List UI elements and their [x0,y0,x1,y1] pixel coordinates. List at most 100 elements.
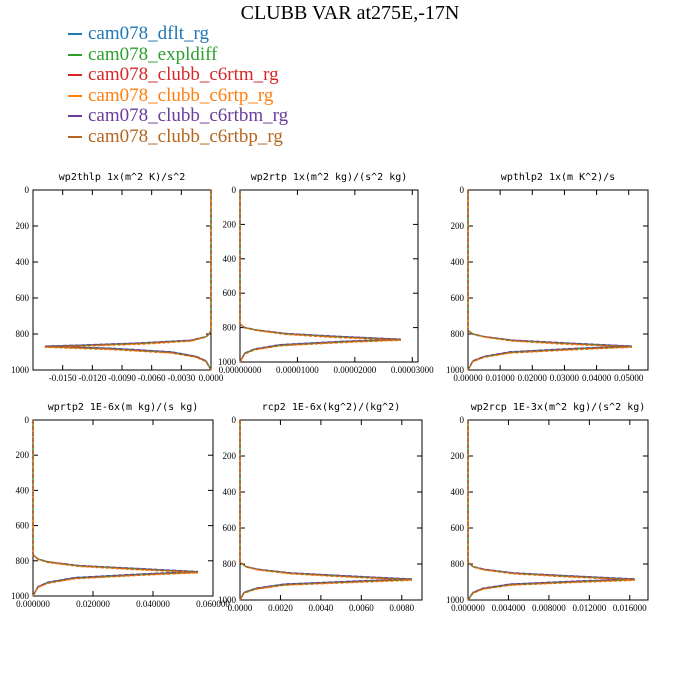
x-tick-label: 0.040000 [136,599,170,609]
y-tick-label: 1000 [218,357,237,367]
series-line [32,420,199,597]
x-tick-label: 0.00000000 [219,365,262,375]
y-tick-label: 1000 [11,365,30,375]
plot-title: wprtp2 1E-6x(m kg)/(s kg) [48,402,199,413]
legend-line [68,115,82,118]
x-tick-label: 0.0000 [228,603,253,613]
series-line [467,420,635,601]
y-tick-label: 400 [223,254,237,264]
x-tick-label: 0.0000 [199,373,224,383]
x-tick-label: 0.020000 [76,599,110,609]
series-line [44,190,212,371]
y-tick-label: 800 [451,329,465,339]
x-tick-label: 0.000000 [451,603,485,613]
plot-frame [239,419,423,601]
y-tick-label: 1000 [11,591,30,601]
x-tick-label: 0.02000 [518,373,548,383]
x-tick-label: 0.0060 [349,603,374,613]
legend-label: cam078_clubb_c6rtbp_rg [88,125,283,147]
y-tick-label: 200 [223,451,237,461]
series-line [467,190,632,371]
series-line [44,190,212,371]
series-line [239,420,412,601]
legend-line [68,53,82,56]
legend-label: cam078_clubb_c6rtp_rg [88,84,274,106]
series-line [32,420,199,597]
y-tick-label: 400 [451,257,465,267]
plot-title: wp2thlp 1x(m^2 K)/s^2 [59,172,185,183]
legend-item: cam078_expldiff [68,43,408,66]
legend-item: cam078_dflt_rg [68,23,408,45]
legend-line [68,74,82,77]
y-tick-label: 0 [25,185,30,195]
series-line [467,420,635,601]
y-tick-label: 800 [451,559,465,569]
plot-title: wp2rcp 1E-3x(m^2 kg)/(s^2 kg) [471,402,646,413]
legend-label: cam078_expldiff [88,43,218,65]
y-tick-label: 400 [223,487,237,497]
page-title: CLUBB VAR at275E,-17N [240,2,460,24]
x-tick-label: 0.0020 [268,603,293,613]
x-tick-label: 0.05000 [614,373,644,383]
y-tick-label: 200 [16,450,30,460]
series-line [239,420,412,601]
series-line [32,420,199,597]
x-tick-label: -0.0030 [167,373,195,383]
x-tick-label: 0.008000 [532,603,566,613]
legend-item: cam078_clubb_c6rtbp_rg [68,125,408,148]
legend-line [68,33,82,36]
y-tick-label: 400 [16,485,30,495]
x-tick-label: 0.0080 [389,603,414,613]
plot-title: wpthlp2 1x(m K^2)/s [501,172,615,183]
y-tick-label: 800 [223,559,237,569]
y-tick-label: 400 [451,487,465,497]
y-tick-label: 600 [451,293,465,303]
plot-title: wp2rtp 1x(m^2 kg)/(s^2 kg) [251,172,408,183]
x-tick-label: 0.00000 [453,373,483,383]
series-line [239,420,412,601]
y-tick-label: 400 [16,257,30,267]
y-tick-label: 0 [460,185,465,195]
series-line [467,420,635,601]
series-line [32,420,199,597]
legend-label: cam078_dflt_rg [88,23,210,44]
series-line [32,420,199,597]
series-line [239,420,412,601]
y-tick-label: 800 [16,329,30,339]
x-tick-label: 0.00002000 [333,365,376,375]
y-tick-label: 0 [25,415,30,425]
series-line [239,420,412,601]
x-tick-label: -0.0120 [78,373,106,383]
series-line [467,420,635,601]
y-tick-label: 200 [223,219,237,229]
x-tick-label: 0.004000 [492,603,526,613]
x-tick-label: -0.0090 [108,373,136,383]
legend-label: cam078_clubb_c6rtm_rg [88,64,279,85]
plot-title: rcp2 1E-6x(kg^2)/(kg^2) [262,402,400,413]
series-line [467,420,635,601]
y-tick-label: 800 [16,556,30,566]
x-tick-label: -0.0150 [49,373,77,383]
x-tick-label: 0.016000 [613,603,647,613]
y-tick-label: 600 [223,288,237,298]
y-tick-label: 200 [451,221,465,231]
y-tick-label: 200 [451,451,465,461]
y-tick-label: 600 [223,523,237,533]
x-tick-label: 0.01000 [486,373,516,383]
legend-label: cam078_clubb_c6rtbm_rg [88,105,289,126]
legend-line [68,94,82,97]
y-tick-label: 600 [16,521,30,531]
legend-item: cam078_clubb_c6rtm_rg [68,64,408,86]
x-tick-label: -0.0060 [138,373,166,383]
legend-item: cam078_clubb_c6rtp_rg [68,84,408,107]
plot-frame [32,189,212,371]
x-tick-label: 0.060000 [196,599,230,609]
legend: cam078_dflt_rg cam078_expldiff cam078_cl… [68,23,408,148]
y-tick-label: 200 [16,221,30,231]
x-tick-label: 0.000000 [16,599,50,609]
y-tick-label: 600 [451,523,465,533]
y-tick-label: 0 [460,415,465,425]
x-tick-label: 0.04000 [582,373,612,383]
y-tick-label: 0 [232,415,237,425]
